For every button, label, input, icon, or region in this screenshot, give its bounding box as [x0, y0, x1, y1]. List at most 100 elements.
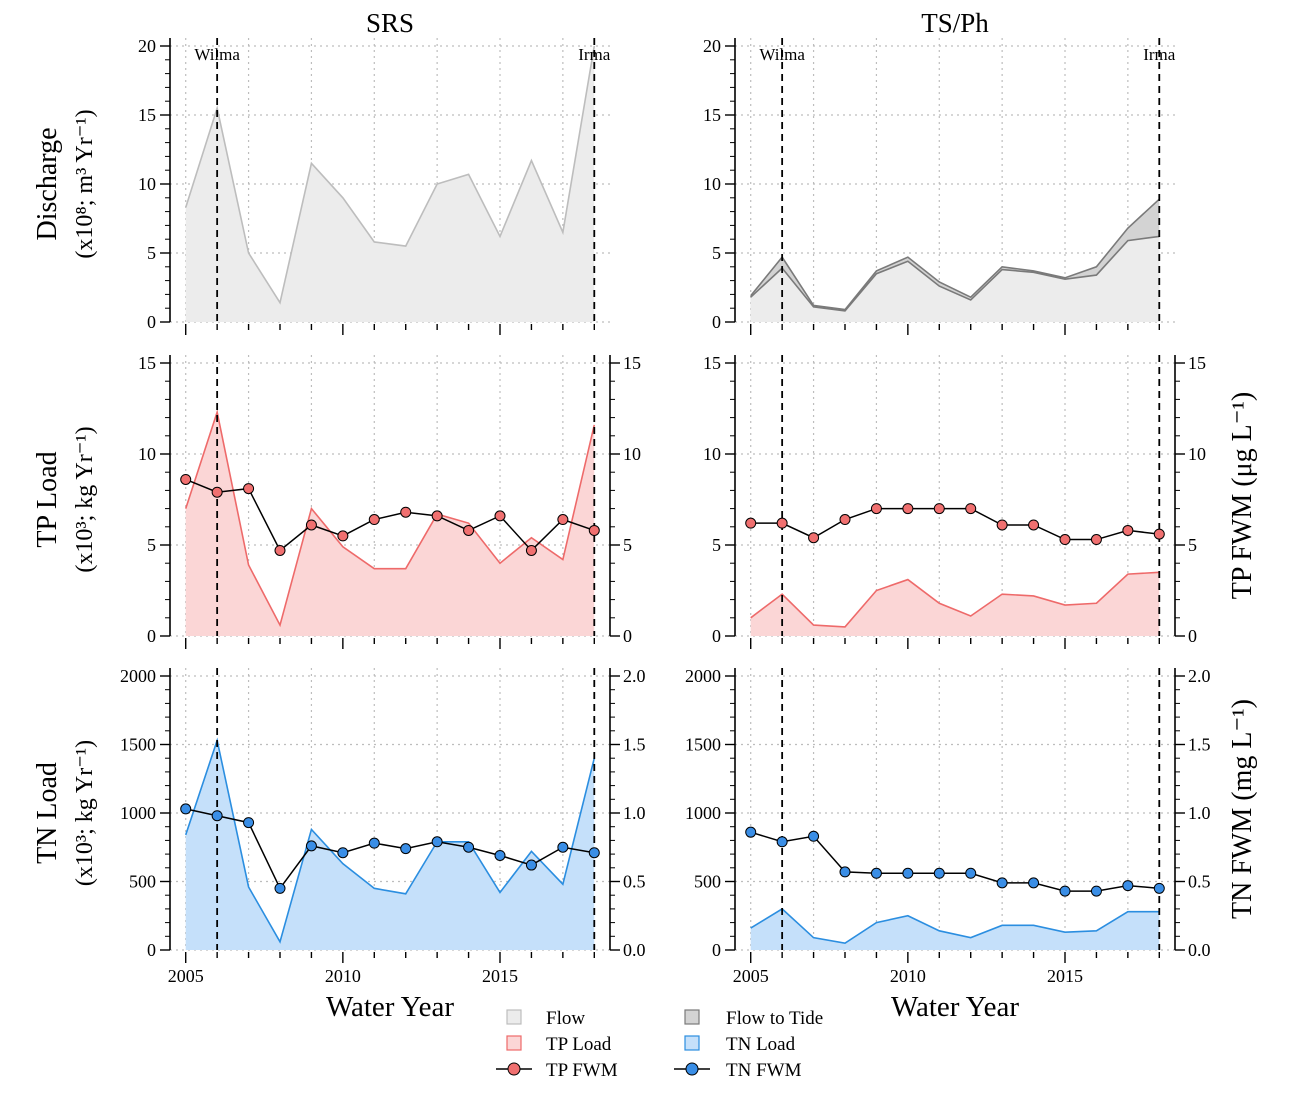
y2-tick-label: 1.0 — [623, 803, 646, 823]
y-tick-label: 15 — [703, 105, 721, 125]
y-title-tn: TN Load — [32, 762, 63, 864]
y-tick-label: 10 — [138, 444, 156, 464]
point-tp-fwm — [1059, 534, 1071, 546]
point-tp-fwm — [1122, 524, 1134, 536]
y-tick-label: 500 — [694, 872, 721, 892]
point-tn-fwm — [400, 843, 412, 855]
y-tick-label: 1000 — [120, 803, 156, 823]
y-tick-label: 5 — [712, 243, 721, 263]
x-axis-title: Water Year — [326, 991, 454, 1023]
legend-tn-load-swatch — [684, 1035, 700, 1051]
y-tick-label: 15 — [138, 353, 156, 373]
y-tick-label: 0 — [712, 940, 721, 960]
legend-flow-to-tide-label: Flow to Tide — [726, 1008, 823, 1029]
legend-tp-load-swatch — [506, 1035, 522, 1051]
point-tp-fwm — [368, 514, 380, 526]
y-tick-label: 10 — [138, 174, 156, 194]
point-tp-fwm — [274, 544, 286, 556]
point-tn-fwm — [965, 867, 977, 879]
y-title-tp: TP Load — [32, 451, 63, 547]
y2-tick-label: 1.5 — [623, 735, 646, 755]
point-tp-fwm — [1153, 528, 1165, 540]
y-tick-label: 1000 — [685, 803, 721, 823]
y-tick-label: 15 — [703, 353, 721, 373]
y2-title-tn: TN FWM (mg L⁻¹) — [1227, 699, 1258, 919]
y2-tick-label: 2.0 — [623, 666, 646, 686]
point-tn-fwm — [1028, 877, 1040, 889]
point-tp-fwm — [1090, 534, 1102, 546]
y-tick-label: 5 — [147, 535, 156, 555]
y-subtitle-discharge: (x10⁸; m³ Yr⁻¹) — [72, 109, 98, 258]
point-tn-fwm — [243, 817, 255, 829]
point-tp-fwm — [243, 483, 255, 495]
panel-title: TS/Ph — [921, 8, 989, 38]
point-tp-fwm — [211, 486, 223, 498]
line-tp-load — [184, 409, 596, 628]
legend-tn-fwm-label: TN FWM — [726, 1060, 802, 1081]
point-tp-fwm — [776, 517, 788, 529]
point-tn-fwm — [902, 867, 914, 879]
point-tp-fwm — [588, 524, 600, 536]
point-tn-fwm — [996, 877, 1008, 889]
area-tn-load — [750, 908, 1160, 950]
point-tn-fwm — [1153, 882, 1165, 894]
y2-tick-label: 10 — [1188, 444, 1206, 464]
point-tp-fwm — [525, 544, 537, 556]
point-tp-fwm — [494, 510, 506, 522]
panel-srs_tn: 0 500 1000 1500 2000 0.0 0.5 1.0 1.5 2.0 2005 2010 2… — [120, 666, 646, 986]
panel-tsph_tn: 0 500 1000 1500 2000 0.0 0.5 1.0 1.5 2.0 2005 2010 2… — [685, 666, 1211, 986]
y-title-discharge: Discharge — [32, 128, 63, 241]
event-label-wilma: Wilma — [759, 45, 805, 64]
area-tn-load — [185, 740, 595, 950]
legend-flow-label: Flow — [546, 1008, 585, 1029]
y2-tick-label: 1.0 — [1188, 803, 1211, 823]
legend-tp-fwm-marker — [507, 1062, 521, 1076]
y2-tick-label: 0.5 — [1188, 872, 1211, 892]
point-tn-fwm — [305, 840, 317, 852]
panel-tsph_tp: 0 5 10 15 0 5 10 15 — [703, 353, 1206, 649]
point-tp-fwm — [337, 530, 349, 542]
y-tick-label: 2000 — [120, 666, 156, 686]
point-tp-fwm — [431, 510, 443, 522]
point-tn-fwm — [180, 803, 192, 815]
line-flow-to-tide — [750, 198, 1160, 311]
x-tick-label: 2005 — [168, 966, 204, 986]
y-subtitle-tn: (x10³; kg Yr⁻¹) — [72, 740, 98, 886]
y2-tick-label: 5 — [1188, 535, 1197, 555]
line-tp-fwm — [185, 478, 595, 552]
y-tick-label: 0 — [147, 940, 156, 960]
line-flow — [184, 45, 596, 305]
point-tp-fwm — [1028, 519, 1040, 531]
legend-tp-load-label: TP Load — [546, 1034, 612, 1055]
area-flow — [750, 236, 1160, 322]
legend: Flow TP Load TP FWM Flow to Tide TN Load TN F… — [496, 1008, 823, 1081]
y-tick-label: 1500 — [685, 735, 721, 755]
event-label-wilma: Wilma — [194, 45, 240, 64]
y-tick-label: 20 — [703, 36, 721, 56]
y-tick-label: 10 — [703, 444, 721, 464]
area-tp-load — [750, 572, 1160, 636]
panel-srs_tp: 0 5 10 15 0 5 10 15 — [138, 353, 641, 649]
line-tn-load — [750, 907, 1160, 944]
y-tick-label: 20 — [138, 36, 156, 56]
event-label-irma: Irma — [1143, 45, 1176, 64]
point-tn-fwm — [431, 836, 443, 848]
point-tp-fwm — [839, 514, 851, 526]
y-tick-label: 0 — [147, 626, 156, 646]
panel-title: SRS — [366, 8, 414, 38]
legend-tn-fwm-marker — [685, 1062, 699, 1076]
legend-flow-to-tide-swatch — [684, 1009, 700, 1025]
panel-srs_discharge: Wilma Irma 0 5 10 15 20 SRS — [138, 8, 611, 335]
y-tick-label: 0 — [712, 626, 721, 646]
y2-tick-label: 0.0 — [1188, 940, 1211, 960]
point-tn-fwm — [1059, 885, 1071, 897]
point-tn-fwm — [525, 859, 537, 871]
legend-tn-load-label: TN Load — [726, 1034, 796, 1055]
point-tp-fwm — [965, 503, 977, 515]
legend-flow-swatch — [506, 1009, 522, 1025]
y-tick-label: 2000 — [685, 666, 721, 686]
point-tn-fwm — [1122, 880, 1134, 892]
area-flow — [185, 46, 595, 322]
point-tn-fwm — [808, 830, 820, 842]
point-tn-fwm — [933, 867, 945, 879]
